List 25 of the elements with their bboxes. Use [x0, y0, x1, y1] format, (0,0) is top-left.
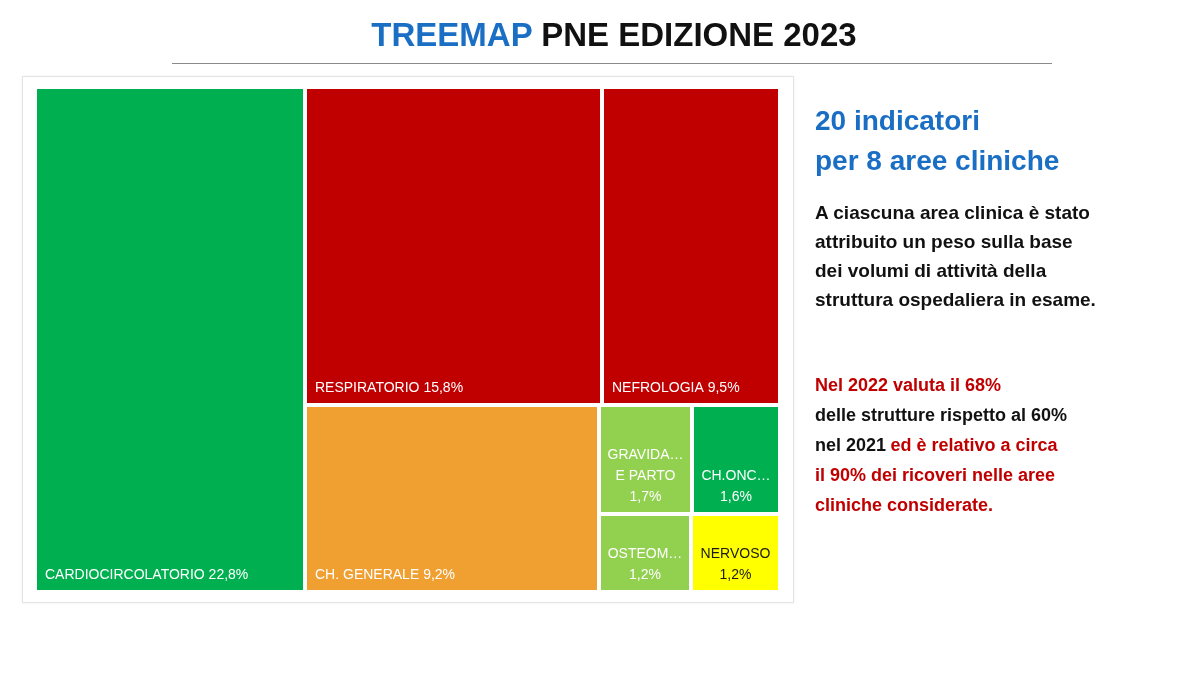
data-label: 1,2% [629, 566, 661, 582]
data-label: 9,2% [423, 566, 456, 582]
text: TREEMAP PNE EDIZIONE 2023 [371, 16, 857, 53]
text: per 8 aree cliniche [815, 145, 1060, 176]
data-label: 1,7% [629, 488, 662, 504]
text: nel 2021 [815, 435, 887, 455]
category-label: NEFROLOGIA [612, 379, 705, 395]
text: il 90% dei ricoveri nelle aree cliniche considerate. [815, 465, 1056, 515]
text: Nel 2022 valuta il 68% [815, 375, 1002, 395]
text: delle strutture rispetto al 60% [815, 405, 1068, 425]
category-label: CH.ONC… [701, 467, 771, 483]
data-label: 15,8% [423, 379, 464, 395]
text: A ciascuna area clinica è stato attribuito un peso sulla base dei volumi di attività della struttura ospedaliera in esame. [815, 202, 1096, 310]
data-label: 9,5% [707, 379, 740, 395]
category-label: CH. GENERALE [315, 566, 420, 582]
category-label: CARDIOCIRCOLATORIO [45, 566, 205, 582]
category-label: NERVOSO [700, 545, 771, 561]
data-label: 1,2% [719, 566, 752, 582]
category-label: GRAVIDA… E PARTO [607, 446, 684, 483]
text: ed è relativo a circa [890, 435, 1058, 455]
text: 20 indicatori [815, 105, 980, 136]
data-label: 1,6% [720, 488, 752, 504]
data-label: 22,8% [208, 566, 249, 582]
category-label: OSTEOM… [607, 545, 683, 561]
category-label: RESPIRATORIO [315, 379, 420, 395]
